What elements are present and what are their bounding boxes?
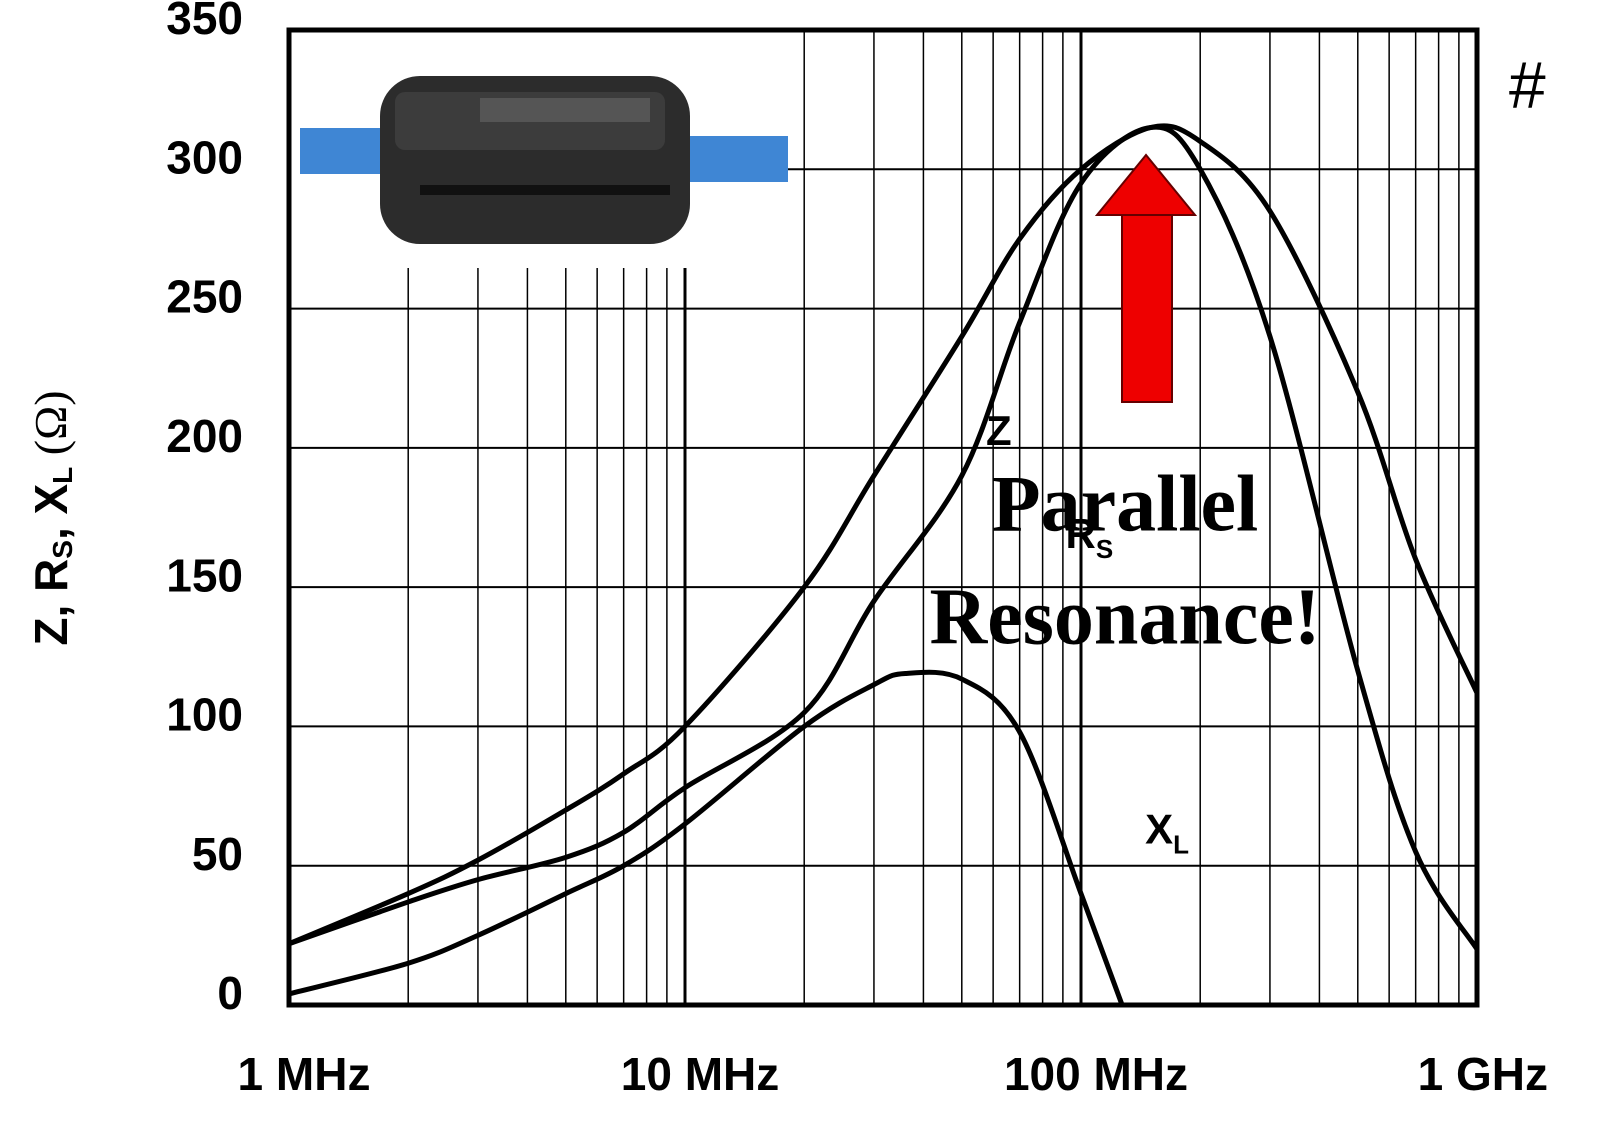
curves [288,123,1480,1006]
y-label-sub: L [47,467,78,484]
x-tick-label: 100 MHz [1004,1048,1188,1100]
series-subscript: L [1173,829,1189,859]
y-tick-label: 200 [166,410,243,462]
series-label: RS [1066,510,1114,564]
y-label-part: Z, R [25,559,77,646]
line-series [288,669,1125,1006]
y-label-part: (Ω) [25,390,76,466]
series-name: R [1066,510,1096,557]
series-name: Z [986,407,1012,454]
y-label-part: , X [25,483,77,540]
series-name: X [1145,805,1173,852]
product-photo [291,32,788,268]
red-arrow [1094,153,1198,403]
annotation: Parallel [992,460,1259,548]
line-series [288,124,1480,951]
annotation: Resonance! [929,573,1320,661]
y-tick-label: 350 [166,0,243,44]
y-tick-label: 150 [166,549,243,601]
series-subscript: S [1096,534,1113,564]
y-label-sub: S [47,540,78,559]
y-tick-label: 50 [192,828,243,880]
y-tick-label: 300 [166,131,243,183]
y-tick-label: 0 [217,967,243,1019]
plot-frame [286,27,1480,1008]
series-label: XL [1145,805,1189,859]
x-tick-label: 1 MHz [238,1048,371,1100]
corner-text: # [1508,47,1546,121]
line-series [288,123,1480,947]
y-tick-label: 250 [166,271,243,323]
x-tick-label: 10 MHz [621,1048,779,1100]
x-tick-label: 1 GHz [1418,1048,1548,1100]
y-tick-label: 100 [166,689,243,741]
series-label: Z [986,407,1012,454]
y-axis-label: Z, RS, XL (Ω) [25,390,79,645]
